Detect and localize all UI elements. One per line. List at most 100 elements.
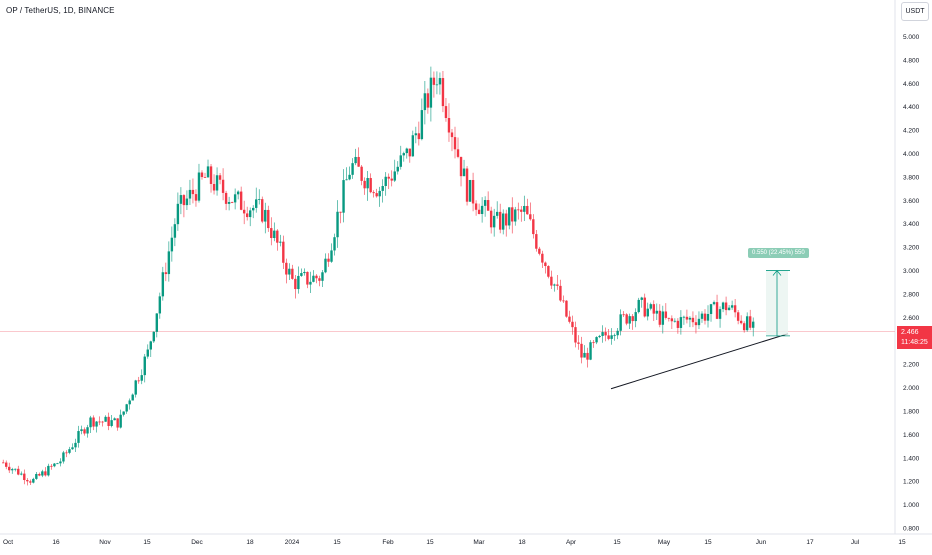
candle-body bbox=[2, 462, 5, 464]
candle-body bbox=[131, 394, 134, 401]
candle-body bbox=[140, 375, 143, 381]
candle-body bbox=[435, 84, 439, 86]
candle-body bbox=[387, 176, 390, 179]
candle-body bbox=[547, 266, 550, 277]
x-tick-label: Jun bbox=[756, 539, 767, 546]
candle-body bbox=[224, 192, 228, 204]
candle-body bbox=[321, 272, 324, 281]
candle-body bbox=[550, 276, 553, 286]
candle-body bbox=[282, 241, 285, 263]
x-tick-label: 15 bbox=[426, 539, 434, 546]
candle-body bbox=[173, 224, 177, 238]
candle-body bbox=[541, 253, 544, 263]
candle-body bbox=[405, 148, 409, 154]
candle-body bbox=[312, 275, 315, 282]
candle-body bbox=[125, 404, 128, 412]
candle-body bbox=[80, 429, 83, 432]
candle-body bbox=[209, 166, 213, 184]
candle-body bbox=[658, 310, 662, 325]
candle-body bbox=[366, 178, 369, 189]
candle-body bbox=[5, 462, 8, 467]
candle-body bbox=[751, 321, 755, 328]
candle-body bbox=[568, 316, 571, 322]
candle-body bbox=[646, 308, 649, 317]
candle-body bbox=[652, 304, 655, 314]
candle-body bbox=[89, 417, 92, 428]
candle-body bbox=[396, 166, 399, 172]
x-tick-label: 15 bbox=[704, 539, 712, 546]
candle-body bbox=[604, 332, 607, 336]
candle-body bbox=[676, 320, 680, 328]
candle-body bbox=[613, 335, 616, 337]
candle-body bbox=[589, 342, 592, 360]
candle-body bbox=[197, 172, 201, 201]
candle-body bbox=[538, 248, 541, 254]
candle-body bbox=[508, 207, 511, 226]
candle-body bbox=[339, 211, 342, 213]
candle-body bbox=[679, 317, 683, 328]
candle-body bbox=[480, 205, 484, 215]
x-tick-label: 18 bbox=[246, 539, 254, 546]
measure-label: 0.550 (22.45%) 550 bbox=[748, 248, 809, 258]
candle-body bbox=[492, 215, 496, 228]
candle-body bbox=[477, 209, 481, 215]
candle-body bbox=[47, 465, 50, 476]
candle-body bbox=[179, 195, 183, 204]
x-tick-label: Nov bbox=[99, 539, 111, 546]
candle-body bbox=[32, 478, 35, 483]
candle-body bbox=[251, 207, 255, 211]
candle-body bbox=[98, 421, 101, 423]
candle-body bbox=[248, 210, 252, 218]
candle-body bbox=[565, 300, 568, 317]
candle-body bbox=[167, 251, 171, 275]
x-tick-label: 2024 bbox=[285, 539, 300, 546]
candle-body bbox=[520, 209, 523, 212]
candle-body bbox=[607, 335, 610, 339]
candle-body bbox=[610, 335, 613, 339]
candle-body bbox=[95, 421, 98, 427]
candle-body bbox=[562, 300, 565, 302]
x-tick-label: 15 bbox=[333, 539, 341, 546]
candle-body bbox=[637, 299, 640, 313]
candle-body bbox=[191, 189, 195, 195]
candle-body bbox=[712, 302, 716, 305]
candle-body bbox=[83, 429, 86, 434]
candle-body bbox=[59, 461, 62, 464]
candle-body bbox=[694, 322, 698, 326]
candle-body bbox=[577, 342, 580, 344]
candle-body bbox=[559, 285, 562, 301]
candle-body bbox=[384, 176, 387, 187]
candle-body bbox=[200, 172, 204, 178]
candle-body bbox=[667, 317, 671, 319]
candle-body bbox=[721, 302, 725, 310]
candle-body bbox=[77, 431, 80, 443]
candle-body bbox=[44, 471, 47, 476]
candle-body bbox=[432, 77, 436, 85]
trendline bbox=[610, 333, 789, 390]
candle-body bbox=[309, 281, 312, 285]
candle-body bbox=[505, 213, 508, 226]
candle-body bbox=[182, 195, 186, 206]
candle-body bbox=[390, 178, 393, 181]
candle-body bbox=[529, 214, 532, 220]
candle-body bbox=[486, 200, 490, 211]
candle-body bbox=[664, 311, 668, 318]
candle-body bbox=[369, 178, 372, 193]
x-tick-label: 18 bbox=[518, 539, 526, 546]
candle-body bbox=[685, 316, 689, 320]
candle-body bbox=[586, 352, 589, 360]
candle-body bbox=[221, 179, 225, 193]
candle-body bbox=[134, 380, 137, 395]
candle-body bbox=[273, 230, 276, 239]
currency-button[interactable]: USDT bbox=[901, 2, 929, 21]
candle-body bbox=[544, 262, 547, 267]
candle-body bbox=[188, 189, 192, 199]
x-tick-label: May bbox=[658, 539, 671, 546]
y-tick-label: 1.000 bbox=[903, 502, 920, 509]
candle-body bbox=[444, 106, 448, 118]
candle-body bbox=[700, 313, 704, 319]
y-tick-label: 3.600 bbox=[903, 198, 920, 205]
candle-body bbox=[462, 168, 466, 177]
